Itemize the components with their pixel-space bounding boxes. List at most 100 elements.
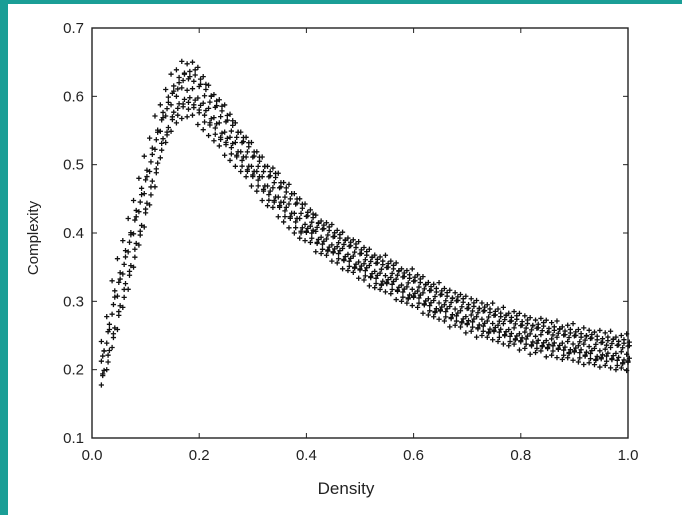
data-point: [496, 318, 502, 324]
data-point: [393, 260, 399, 266]
y-tick-label: 0.1: [63, 430, 84, 447]
data-point: [372, 252, 378, 258]
data-point: [207, 99, 213, 105]
data-point: [227, 157, 233, 164]
data-point: [200, 100, 206, 106]
data-point: [143, 206, 149, 212]
data-point: [570, 321, 576, 327]
data-point: [168, 128, 174, 134]
data-point: [181, 96, 188, 102]
data-point: [223, 139, 229, 146]
data-point: [377, 270, 383, 276]
data-point: [163, 86, 169, 93]
data-point: [203, 86, 209, 93]
data-point: [626, 343, 632, 349]
data-point: [495, 306, 501, 312]
data-point: [192, 97, 198, 103]
data-point: [427, 303, 433, 309]
data-point: [605, 338, 611, 344]
data-point: [527, 351, 533, 357]
data-point: [218, 134, 224, 140]
data-point: [291, 210, 297, 216]
data-point: [144, 173, 150, 180]
data-point: [421, 301, 427, 307]
data-point: [457, 291, 464, 298]
data-point: [377, 286, 383, 293]
data-point: [409, 266, 415, 272]
data-point: [394, 287, 401, 293]
data-point: [594, 353, 600, 360]
data-point: [578, 347, 584, 353]
data-point: [307, 223, 314, 229]
data-point: [441, 318, 448, 324]
data-point: [448, 314, 454, 321]
data-point: [528, 327, 535, 333]
data-point: [460, 299, 466, 305]
data-point: [260, 168, 267, 175]
data-point: [473, 334, 480, 340]
data-point: [374, 272, 381, 279]
data-point: [350, 253, 356, 259]
data-point: [594, 337, 600, 343]
data-point: [314, 239, 320, 245]
data-point: [230, 140, 236, 147]
data-point: [492, 324, 498, 331]
data-point: [398, 298, 405, 304]
data-point: [104, 367, 110, 373]
data-point: [591, 362, 598, 368]
data-point: [259, 154, 265, 160]
data-point: [463, 330, 469, 336]
data-point: [203, 107, 209, 114]
data-point: [201, 119, 208, 125]
data-point: [164, 106, 170, 112]
data-point: [239, 163, 245, 169]
x-tick-label: 1.0: [618, 447, 639, 464]
data-point: [624, 367, 630, 374]
data-point: [125, 215, 131, 222]
data-point: [117, 270, 123, 276]
data-point: [490, 320, 496, 327]
data-point: [234, 134, 240, 141]
data-point: [436, 300, 442, 306]
data-point: [180, 101, 186, 107]
data-point: [130, 231, 137, 237]
data-point: [232, 163, 238, 169]
data-point: [197, 81, 204, 87]
data-point: [302, 238, 308, 244]
data-point: [200, 127, 206, 133]
data-point: [100, 353, 106, 359]
data-point: [179, 58, 185, 64]
data-point: [511, 341, 517, 347]
data-point: [334, 260, 340, 266]
data-point: [495, 322, 501, 328]
data-point: [455, 297, 461, 304]
data-point: [337, 248, 343, 254]
data-point: [120, 238, 126, 244]
points-layer: [98, 58, 632, 388]
data-point: [310, 227, 316, 233]
data-point: [591, 345, 598, 351]
data-point: [337, 235, 343, 241]
data-point: [287, 196, 293, 202]
data-point: [364, 265, 370, 271]
data-point: [559, 324, 565, 330]
data-point: [406, 275, 413, 281]
data-point: [394, 272, 401, 278]
data-point: [436, 316, 442, 322]
data-point: [109, 278, 115, 284]
data-point: [549, 320, 555, 326]
data-point: [570, 357, 576, 363]
data-point: [393, 296, 399, 303]
data-point: [232, 120, 238, 126]
data-point: [575, 326, 582, 333]
data-point: [581, 325, 587, 331]
data-point: [110, 301, 117, 308]
data-point: [428, 300, 434, 306]
data-point: [171, 83, 177, 89]
data-point: [175, 112, 181, 118]
data-point: [130, 264, 137, 270]
data-point: [201, 93, 208, 99]
data-point: [147, 202, 153, 208]
data-point: [603, 342, 610, 348]
data-point: [313, 212, 319, 218]
